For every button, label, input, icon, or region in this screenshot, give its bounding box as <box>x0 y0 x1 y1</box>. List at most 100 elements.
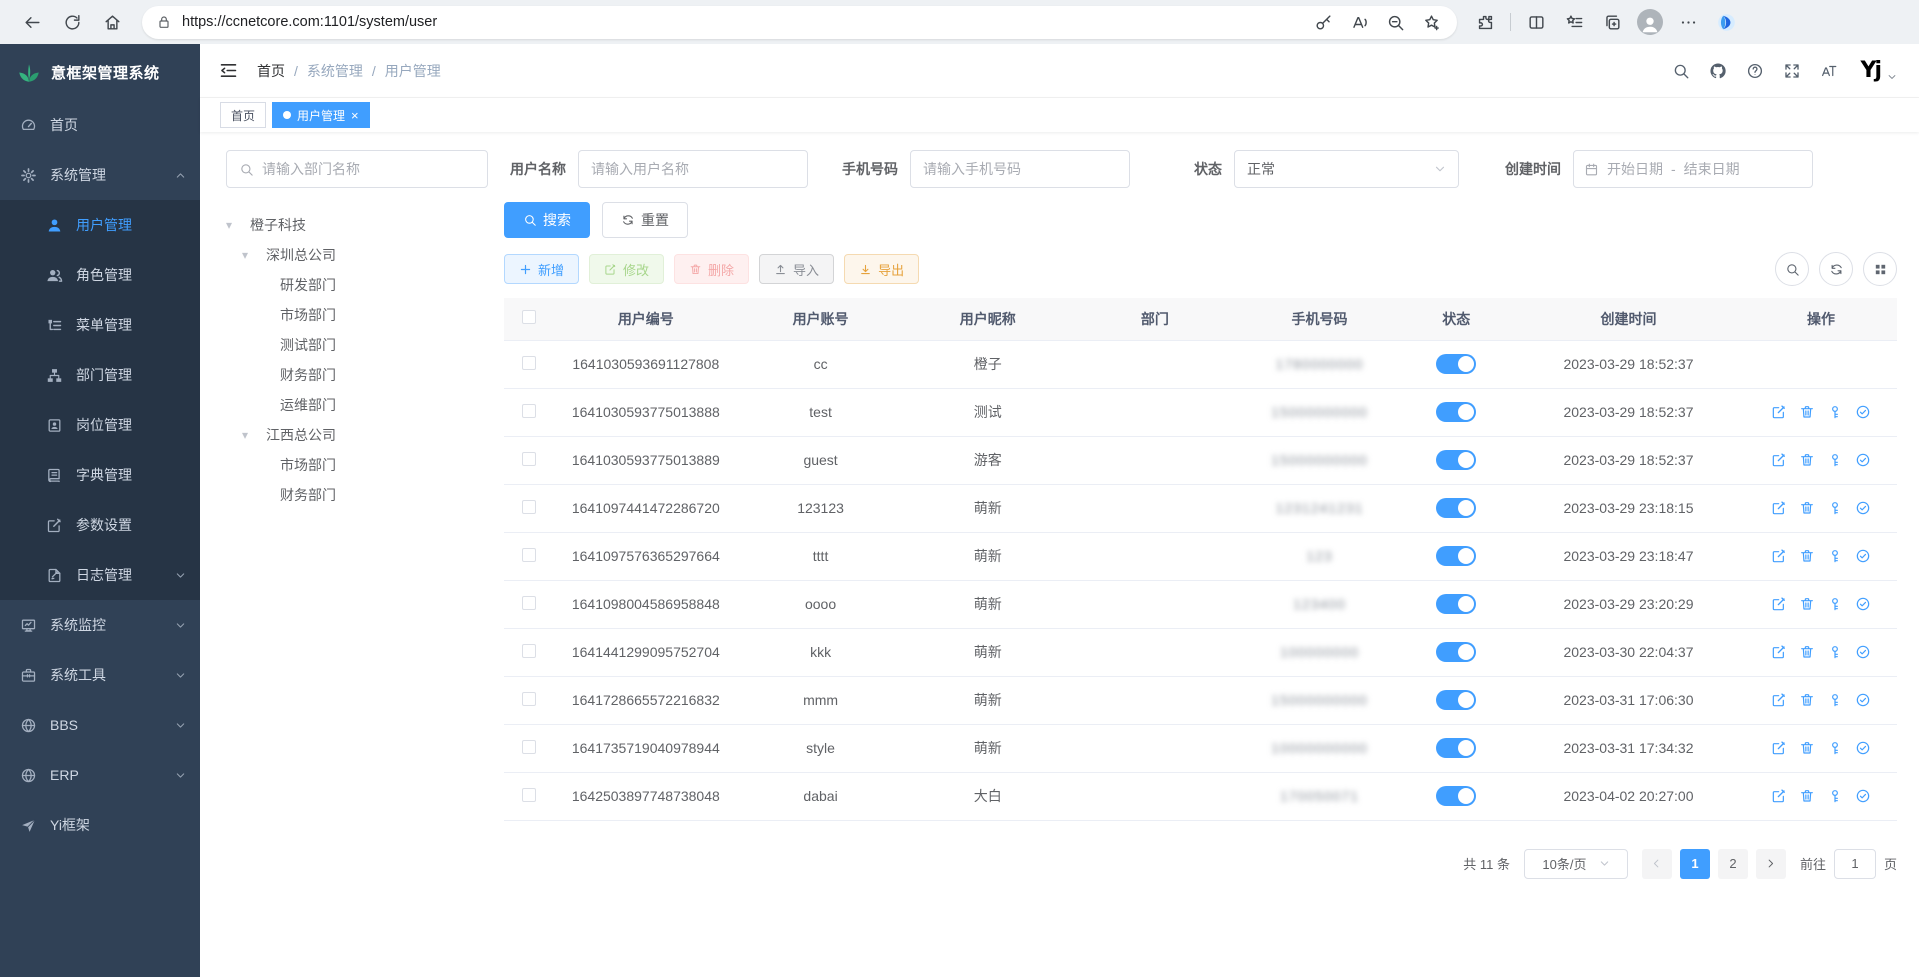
check-icon[interactable] <box>1855 692 1871 708</box>
key-icon[interactable] <box>1827 644 1843 660</box>
delete-icon[interactable] <box>1799 740 1815 756</box>
refresh-table-icon[interactable] <box>1819 252 1853 286</box>
fullscreen-icon[interactable] <box>1783 62 1801 80</box>
sidebar-item-dept-mgmt[interactable]: 部门管理 <box>0 350 200 400</box>
zoom-out-icon[interactable] <box>1379 8 1411 36</box>
edit-icon[interactable] <box>1771 404 1787 420</box>
check-icon[interactable] <box>1855 404 1871 420</box>
sidebar-item-role-mgmt[interactable]: 角色管理 <box>0 250 200 300</box>
key-icon[interactable] <box>1827 548 1843 564</box>
lock-icon[interactable] <box>156 14 172 30</box>
edit-icon[interactable] <box>1771 452 1787 468</box>
export-button[interactable]: 导出 <box>844 254 920 284</box>
delete-icon[interactable] <box>1799 500 1815 516</box>
edit-icon[interactable] <box>1771 500 1787 516</box>
menu-fold-icon[interactable] <box>218 60 239 81</box>
search-toggle-icon[interactable] <box>1775 252 1809 286</box>
row-checkbox[interactable] <box>522 451 537 466</box>
sidebar-item-user-mgmt[interactable]: 用户管理 <box>0 200 200 250</box>
status-toggle[interactable] <box>1436 498 1477 518</box>
sidebar-item-home[interactable]: 首页 <box>0 100 200 150</box>
home-icon[interactable] <box>94 5 130 39</box>
check-icon[interactable] <box>1855 500 1871 516</box>
add-button[interactable]: 新增 <box>504 254 580 284</box>
read-aloud-icon[interactable] <box>1343 8 1375 36</box>
tree-node-market-dept[interactable]: 市场部门 <box>226 300 488 330</box>
sidebar-item-menu-mgmt[interactable]: 菜单管理 <box>0 300 200 350</box>
key-icon[interactable] <box>1827 452 1843 468</box>
help-icon[interactable] <box>1746 62 1764 80</box>
tab-user-mgmt[interactable]: 用户管理 × <box>272 102 370 128</box>
tree-node-jiangxi-hq[interactable]: ▾ 江西总公司 <box>226 420 488 450</box>
breadcrumb-system[interactable]: 系统管理 <box>306 62 363 79</box>
delete-icon[interactable] <box>1799 404 1815 420</box>
page-button-1[interactable]: 1 <box>1679 848 1710 879</box>
more-menu-icon[interactable] <box>1670 5 1706 39</box>
status-toggle[interactable] <box>1436 546 1477 566</box>
phone-field[interactable] <box>923 161 1117 177</box>
row-checkbox[interactable] <box>522 643 537 658</box>
status-toggle[interactable] <box>1436 354 1477 374</box>
row-checkbox[interactable] <box>522 499 537 514</box>
breadcrumb-home[interactable]: 首页 <box>257 62 285 79</box>
close-icon[interactable]: × <box>351 107 359 123</box>
sidebar-item-erp[interactable]: ERP <box>0 750 200 800</box>
dept-name-field[interactable] <box>262 161 475 177</box>
address-bar[interactable]: https://ccnetcore.com:1101/system/user <box>142 5 1457 39</box>
row-checkbox[interactable] <box>522 595 537 610</box>
status-toggle[interactable] <box>1436 690 1477 710</box>
grid-columns-icon[interactable] <box>1863 252 1897 286</box>
status-toggle[interactable] <box>1436 402 1477 422</box>
copilot-icon[interactable] <box>1708 5 1744 39</box>
tree-node-test-dept[interactable]: 测试部门 <box>226 330 488 360</box>
caret-down-icon[interactable]: ▾ <box>226 218 233 232</box>
select-all-checkbox[interactable] <box>522 310 537 325</box>
collections-icon[interactable] <box>1594 5 1630 39</box>
sidebar-item-param-settings[interactable]: 参数设置 <box>0 500 200 550</box>
key-icon[interactable] <box>1827 740 1843 756</box>
search-icon[interactable] <box>1672 62 1690 80</box>
status-toggle[interactable] <box>1436 642 1477 662</box>
tree-node-rd-dept[interactable]: 研发部门 <box>226 270 488 300</box>
import-button[interactable]: 导入 <box>759 254 835 284</box>
check-icon[interactable] <box>1855 788 1871 804</box>
page-size-select[interactable]: 10条/页 <box>1523 848 1628 879</box>
user-menu[interactable]: Yj <box>1861 58 1897 83</box>
favorite-add-icon[interactable] <box>1415 8 1447 36</box>
status-toggle[interactable] <box>1436 450 1477 470</box>
sidebar-item-yi-framework[interactable]: Yi框架 <box>0 800 200 850</box>
row-checkbox[interactable] <box>522 547 537 562</box>
key-icon[interactable] <box>1827 788 1843 804</box>
status-select[interactable]: 正常 <box>1234 150 1459 188</box>
row-checkbox[interactable] <box>522 355 537 370</box>
check-icon[interactable] <box>1855 740 1871 756</box>
edit-icon[interactable] <box>1771 596 1787 612</box>
next-page-icon[interactable] <box>1755 848 1786 879</box>
status-toggle[interactable] <box>1436 738 1477 758</box>
dept-search-input[interactable] <box>226 150 488 188</box>
tab-home[interactable]: 首页 <box>220 102 267 128</box>
row-checkbox[interactable] <box>522 403 537 418</box>
sidebar-item-log-mgmt[interactable]: 日志管理 <box>0 550 200 600</box>
prev-page-icon[interactable] <box>1641 848 1672 879</box>
font-size-icon[interactable] <box>1820 62 1838 80</box>
github-icon[interactable] <box>1709 62 1727 80</box>
caret-down-icon[interactable]: ▾ <box>242 428 249 442</box>
status-toggle[interactable] <box>1436 786 1477 806</box>
caret-down-icon[interactable]: ▾ <box>242 248 249 262</box>
tree-node-shenzhen-hq[interactable]: ▾ 深圳总公司 <box>226 240 488 270</box>
delete-button[interactable]: 删除 <box>674 254 750 284</box>
key-icon[interactable] <box>1827 500 1843 516</box>
url-text[interactable]: https://ccnetcore.com:1101/system/user <box>182 14 438 30</box>
sidebar-item-system-tools[interactable]: 系统工具 <box>0 650 200 700</box>
row-checkbox[interactable] <box>522 787 537 802</box>
key-icon[interactable] <box>1307 8 1339 36</box>
page-button-2[interactable]: 2 <box>1717 848 1748 879</box>
check-icon[interactable] <box>1855 596 1871 612</box>
refresh-icon[interactable] <box>54 5 90 39</box>
tree-node-market-dept-2[interactable]: 市场部门 <box>226 450 488 480</box>
favorites-icon[interactable] <box>1556 5 1592 39</box>
edit-icon[interactable] <box>1771 548 1787 564</box>
row-checkbox[interactable] <box>522 691 537 706</box>
key-icon[interactable] <box>1827 404 1843 420</box>
